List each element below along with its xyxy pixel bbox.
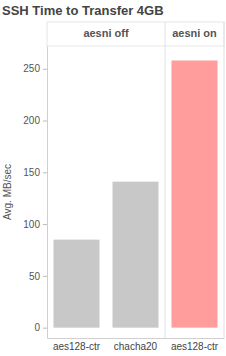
x-tick-label: aes128-ctr (53, 341, 101, 352)
chart: SSH Time to Transfer 4GB aesni off aesni o… (0, 0, 226, 356)
bars (53, 60, 217, 327)
facet-label: aesni off (83, 27, 129, 39)
bar (53, 240, 99, 328)
y-tick-label: 100 (23, 219, 40, 230)
y-tick-mark (43, 121, 47, 122)
x-tick: chacha20 (114, 338, 158, 352)
facet-label: aesni on (172, 27, 217, 39)
y-tick: 250 (23, 63, 47, 74)
x-tick: aes128-ctr (53, 338, 101, 352)
facet-header-band (47, 22, 224, 46)
title: SSH Time to Transfer 4GB (2, 3, 164, 18)
bar (171, 60, 217, 327)
y-tick-mark (43, 276, 47, 277)
y-tick: 100 (23, 219, 47, 230)
x-tick-label: chacha20 (114, 341, 158, 352)
x-tick: aes128-ctr (171, 338, 219, 352)
x-tick-label: aes128-ctr (171, 341, 219, 352)
y-tick-label: 200 (23, 115, 40, 126)
y-tick: 200 (23, 115, 47, 126)
x-axis: aes128-ctr chacha20 aes128-ctr (48, 338, 225, 352)
facet-divider (165, 22, 166, 338)
y-tick-label: 150 (23, 167, 40, 178)
y-tick-mark (43, 224, 47, 225)
y-axis: 0 50 100 150 200 250 (23, 47, 47, 339)
y-axis-line (47, 47, 48, 339)
y-tick: 150 (23, 167, 47, 178)
y-tick: 0 (34, 322, 47, 333)
y-tick-label: 50 (29, 271, 41, 282)
y-axis-title: Avg. MB/sec (2, 164, 13, 220)
y-tick: 50 (29, 271, 47, 282)
y-tick-label: 0 (34, 322, 40, 333)
y-tick-mark (43, 69, 47, 70)
x-axis-line (48, 338, 225, 339)
y-tick-label: 250 (23, 63, 40, 74)
bar (112, 182, 158, 328)
y-tick-mark (43, 172, 47, 173)
y-tick-mark (43, 328, 47, 329)
plot-edge (224, 22, 225, 338)
